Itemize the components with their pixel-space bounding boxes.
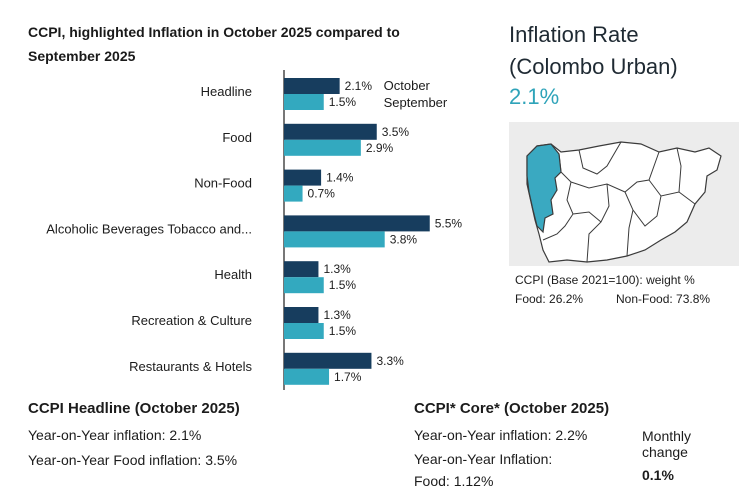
bar-september	[284, 139, 361, 156]
data-label: 1.5%	[329, 324, 357, 338]
data-label: 1.7%	[334, 370, 362, 384]
monthly-change-label: Monthly change	[642, 428, 692, 460]
bar-october	[284, 352, 372, 369]
bar-october	[284, 261, 319, 278]
food-weight: Food: 26.2%	[515, 292, 584, 306]
bar-september	[284, 231, 385, 248]
data-label: 0.7%	[308, 187, 336, 201]
headline-yoy-food-inflation: Year-on-Year Food inflation: 3.5%	[28, 452, 238, 468]
data-label: 3.3%	[376, 354, 404, 368]
bar-october	[284, 123, 377, 140]
category-label: Health	[214, 267, 252, 282]
data-label: 1.3%	[323, 262, 351, 276]
core-yoy-food-value: Food: 1.12%	[414, 473, 494, 489]
bar-october	[284, 307, 319, 323]
bars-layer: Headline 2.1% 1.5% Food 3.5% 2.9% Non-Food 1.4%…	[46, 70, 462, 390]
category-label: Food	[222, 130, 252, 145]
headline-yoy-inflation: Year-on-Year inflation: 2.1%	[28, 427, 202, 443]
core-section-title: CCPI* Core* (October 2025)	[414, 400, 610, 417]
data-label: 1.4%	[326, 171, 354, 185]
bar-september	[284, 368, 330, 385]
monthly-change-value: 0.1%	[642, 467, 674, 483]
bar-october	[284, 78, 340, 94]
inflation-rate-title: Inflation Rate (Colombo Urban)	[509, 22, 678, 79]
map-district-border	[572, 211, 602, 223]
category-label: Alcoholic Beverages Tobacco and...	[46, 221, 252, 236]
map-district-border	[624, 191, 634, 257]
data-label: 1.5%	[329, 278, 357, 292]
district-map-svg	[526, 141, 722, 263]
bar-chart: Headline 2.1% 1.5% Food 3.5% 2.9% Non-Food 1.4%…	[46, 70, 462, 390]
headline-section-title: CCPI Headline (October 2025)	[28, 400, 240, 417]
bar-september	[284, 94, 324, 110]
core-yoy-inflation: Year-on-Year inflation: 2.2%	[414, 427, 588, 443]
legend-september: September	[384, 95, 448, 110]
data-label: 3.5%	[382, 125, 410, 139]
data-label: 1.5%	[329, 95, 357, 109]
chart-title: CCPI, highlighted Inflation in October 2…	[28, 24, 400, 64]
inflation-rate-value: 2.1%	[509, 84, 560, 109]
data-label: 3.8%	[390, 232, 418, 246]
category-label: Recreation & Culture	[131, 313, 252, 328]
data-label: 1.3%	[323, 308, 351, 322]
map-region-outline	[526, 141, 722, 263]
category-label: Non-Food	[194, 176, 252, 191]
bar-september	[284, 277, 324, 294]
bar-september	[284, 185, 303, 202]
bar-october	[284, 215, 430, 232]
legend-october: October	[384, 78, 431, 93]
category-label: Restaurants & Hotels	[129, 359, 252, 374]
weights-title: CCPI (Base 2021=100): weight %	[515, 273, 695, 287]
map-district-border	[632, 195, 662, 227]
bar-september	[284, 323, 324, 339]
bar-october	[284, 169, 322, 186]
map-district-border	[578, 141, 622, 175]
data-label: 5.5%	[435, 216, 463, 230]
nonfood-weight: Non-Food: 73.8%	[616, 292, 711, 306]
map-district-border	[542, 153, 574, 241]
map-district-border	[676, 147, 682, 193]
map-district-border	[648, 179, 696, 205]
data-label: 2.1%	[345, 79, 373, 93]
colombo-highlight-region	[526, 143, 562, 234]
category-label: Headline	[201, 84, 252, 99]
data-label: 2.9%	[366, 141, 394, 155]
colombo-district-map	[509, 122, 739, 266]
core-yoy-food-label: Year-on-Year Inflation:	[414, 451, 553, 467]
